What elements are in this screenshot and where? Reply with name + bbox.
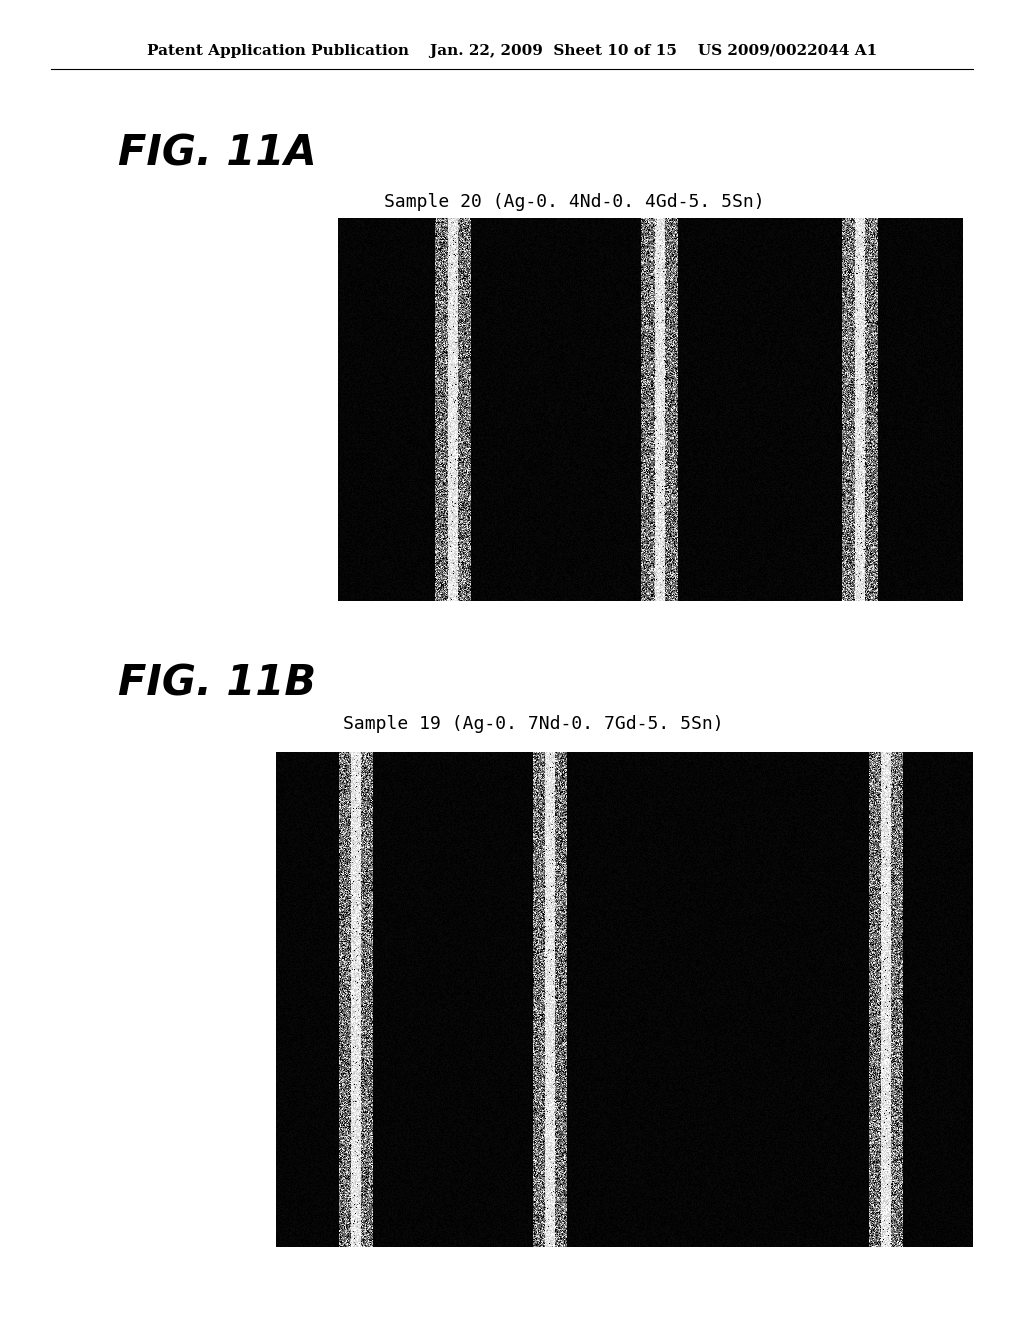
Text: Patent Application Publication    Jan. 22, 2009  Sheet 10 of 15    US 2009/00220: Patent Application Publication Jan. 22, … — [146, 44, 878, 58]
Text: Sample 20 (Ag-0. 4Nd-0. 4Gd-5. 5Sn): Sample 20 (Ag-0. 4Nd-0. 4Gd-5. 5Sn) — [384, 193, 765, 211]
Text: FIG. 11B: FIG. 11B — [118, 663, 315, 705]
Text: Sample 19 (Ag-0. 7Nd-0. 7Gd-5. 5Sn): Sample 19 (Ag-0. 7Nd-0. 7Gd-5. 5Sn) — [343, 715, 724, 734]
Text: FIG. 11A: FIG. 11A — [118, 132, 316, 174]
